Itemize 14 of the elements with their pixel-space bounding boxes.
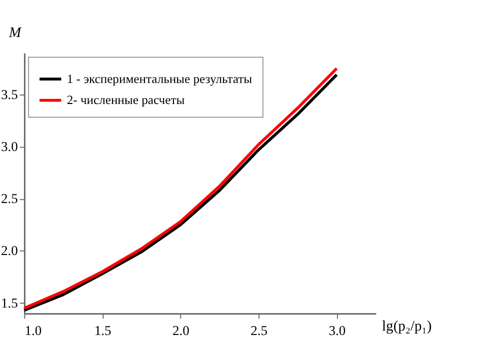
legend-label: 1 - экспериментальные результаты bbox=[66, 72, 253, 86]
x-tick-label: 3.0 bbox=[328, 323, 346, 338]
x-axis-title: lg(p₂/p₁) bbox=[382, 318, 432, 334]
y-tick-label: 2.0 bbox=[0, 243, 18, 258]
x-tick-label: 1.0 bbox=[24, 323, 42, 338]
x-tick-label: 1.5 bbox=[94, 323, 112, 338]
x-tick-label: 2.0 bbox=[172, 323, 190, 338]
x-tick-label: 2.5 bbox=[250, 323, 268, 338]
y-tick-label: 2.5 bbox=[0, 191, 18, 206]
y-tick-label: 1.5 bbox=[0, 295, 18, 310]
y-tick-label: 3.5 bbox=[0, 86, 18, 102]
y-tick-label: 3.0 bbox=[0, 139, 18, 154]
legend-label: 2- численные расчеты bbox=[66, 93, 186, 108]
y-axis-title: M bbox=[8, 24, 22, 41]
